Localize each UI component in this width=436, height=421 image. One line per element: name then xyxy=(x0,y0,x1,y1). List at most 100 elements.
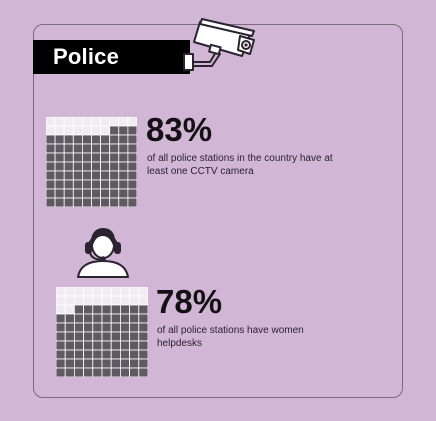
waffle-cell-filled xyxy=(129,340,140,351)
waffle-cell-filled xyxy=(120,304,131,315)
waffle-cell-filled xyxy=(118,179,129,190)
waffle-cell-filled xyxy=(101,322,112,333)
waffle-cell-filled xyxy=(56,349,66,360)
waffle-cell-filled xyxy=(82,170,92,181)
waffle-cell-filled xyxy=(120,322,131,333)
waffle-cell-filled xyxy=(54,170,65,181)
waffle-cell-empty xyxy=(120,295,131,306)
waffle-cell-empty xyxy=(92,295,103,306)
waffle-cell-filled xyxy=(127,197,137,207)
waffle-cell-filled xyxy=(101,340,112,351)
waffle-cell-filled xyxy=(138,313,148,324)
waffle-cell-filled xyxy=(73,304,84,315)
waffle-cell-filled xyxy=(83,340,94,351)
waffle-cell-empty xyxy=(54,117,65,127)
waffle-cell-filled xyxy=(127,143,137,154)
waffle-cell-empty xyxy=(46,117,56,127)
waffle-cell-filled xyxy=(83,322,94,333)
waffle-cell-empty xyxy=(100,117,111,127)
waffle-cell-empty xyxy=(118,117,129,127)
waffle-cell-empty xyxy=(72,117,83,127)
waffle-cell-filled xyxy=(138,322,148,333)
waffle-cell-filled xyxy=(109,125,120,136)
waffle-cell-filled xyxy=(83,331,94,342)
waffle-cell-filled xyxy=(63,179,74,190)
waffle-cell-empty xyxy=(101,287,112,297)
waffle-cell-filled xyxy=(129,358,140,369)
waffle-cell-filled xyxy=(109,161,120,172)
stat-description-cctv-line-1: of all police stations in the country ha… xyxy=(147,153,333,164)
waffle-cell-filled xyxy=(82,161,92,172)
waffle-cell-filled xyxy=(109,152,120,163)
waffle-cell-filled xyxy=(56,313,66,324)
waffle-cell-filled xyxy=(129,331,140,342)
waffle-cell-filled xyxy=(64,349,75,360)
waffle-cell-filled xyxy=(110,340,121,351)
waffle-cell-filled xyxy=(82,188,92,199)
waffle-cell-filled xyxy=(63,197,74,207)
waffle-cell-filled xyxy=(120,340,131,351)
waffle-cell-filled xyxy=(73,331,84,342)
waffle-cell-filled xyxy=(118,134,129,145)
waffle-cell-empty xyxy=(109,117,120,127)
waffle-cell-filled xyxy=(92,349,103,360)
waffle-cell-filled xyxy=(46,170,56,181)
waffle-cell-empty xyxy=(64,295,75,306)
waffle-cell-filled xyxy=(64,322,75,333)
waffle-cell-empty xyxy=(63,117,74,127)
waffle-cell-filled xyxy=(109,143,120,154)
waffle-cell-filled xyxy=(129,349,140,360)
waffle-cell-filled xyxy=(120,358,131,369)
waffle-cell-filled xyxy=(72,161,83,172)
waffle-cell-empty xyxy=(83,295,94,306)
waffle-cell-filled xyxy=(92,322,103,333)
waffle-cell-filled xyxy=(82,179,92,190)
waffle-cell-filled xyxy=(73,349,84,360)
waffle-cell-filled xyxy=(127,188,137,199)
waffle-cell-empty xyxy=(56,304,66,315)
waffle-cell-filled xyxy=(54,179,65,190)
waffle-cell-filled xyxy=(138,340,148,351)
waffle-cell-filled xyxy=(56,340,66,351)
waffle-cell-filled xyxy=(91,152,102,163)
waffle-cell-filled xyxy=(109,197,120,207)
waffle-cell-filled xyxy=(72,134,83,145)
waffle-cell-filled xyxy=(109,170,120,181)
waffle-cell-filled xyxy=(72,143,83,154)
waffle-cell-filled xyxy=(129,304,140,315)
waffle-cell-filled xyxy=(54,188,65,199)
waffle-cell-filled xyxy=(110,349,121,360)
waffle-cell-filled xyxy=(72,197,83,207)
waffle-cell-empty xyxy=(54,125,65,136)
waffle-cell-filled xyxy=(72,170,83,181)
headset-agent-icon xyxy=(77,228,129,278)
waffle-cell-filled xyxy=(129,322,140,333)
waffle-cell-filled xyxy=(120,367,131,377)
waffle-cell-filled xyxy=(54,197,65,207)
waffle-cell-filled xyxy=(82,197,92,207)
waffle-cell-filled xyxy=(91,143,102,154)
waffle-cell-empty xyxy=(82,117,92,127)
waffle-cell-empty xyxy=(64,304,75,315)
waffle-cell-filled xyxy=(46,161,56,172)
waffle-cell-filled xyxy=(100,197,111,207)
waffle-cell-filled xyxy=(110,313,121,324)
waffle-cell-filled xyxy=(91,170,102,181)
waffle-cell-empty xyxy=(129,295,140,306)
waffle-cell-filled xyxy=(109,134,120,145)
waffle-cell-filled xyxy=(46,152,56,163)
waffle-cell-filled xyxy=(63,188,74,199)
waffle-cell-filled xyxy=(83,313,94,324)
waffle-cell-filled xyxy=(118,143,129,154)
waffle-cell-filled xyxy=(100,161,111,172)
waffle-cell-filled xyxy=(54,152,65,163)
waffle-cell-filled xyxy=(127,134,137,145)
waffle-cell-empty xyxy=(64,287,75,297)
waffle-cell-empty xyxy=(138,295,148,306)
waffle-cell-filled xyxy=(82,152,92,163)
waffle-cell-filled xyxy=(91,134,102,145)
waffle-cell-filled xyxy=(92,313,103,324)
waffle-cell-filled xyxy=(138,367,148,377)
waffle-cell-filled xyxy=(83,349,94,360)
waffle-cell-filled xyxy=(138,331,148,342)
